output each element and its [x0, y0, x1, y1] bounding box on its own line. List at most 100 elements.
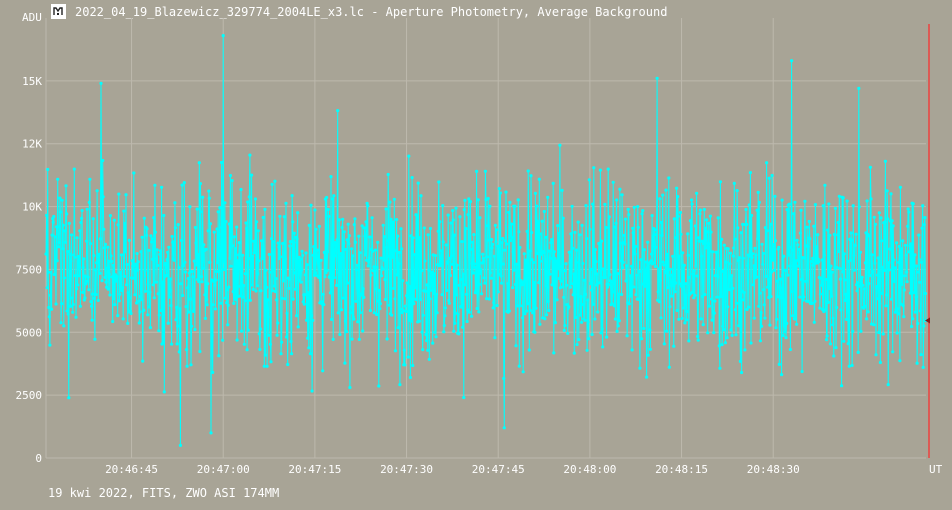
data-point: [821, 204, 825, 208]
data-point: [206, 229, 210, 233]
data-point: [254, 289, 258, 293]
data-point: [235, 225, 239, 229]
data-point: [686, 232, 690, 236]
data-point: [812, 224, 816, 228]
data-point: [502, 426, 506, 430]
x-tick-label: 20:47:15: [288, 463, 341, 476]
data-point: [366, 264, 370, 268]
data-point: [674, 236, 678, 240]
data-point: [836, 220, 840, 225]
data-point: [333, 241, 337, 245]
data-point: [225, 301, 229, 305]
data-point: [236, 259, 240, 263]
data-point: [67, 221, 71, 225]
data-point: [199, 210, 203, 214]
data-point: [295, 314, 299, 318]
data-point: [203, 293, 207, 297]
data-point: [708, 214, 713, 218]
data-point: [915, 361, 919, 365]
data-point: [879, 216, 883, 220]
data-point: [923, 291, 928, 296]
data-point: [863, 261, 868, 265]
data-point: [344, 247, 348, 252]
data-point: [172, 258, 176, 262]
data-point: [502, 376, 506, 381]
data-point: [555, 298, 559, 302]
data-point: [167, 245, 171, 249]
data-point: [637, 269, 641, 274]
data-point: [826, 228, 830, 232]
data-point: [362, 226, 366, 230]
data-point: [745, 307, 749, 312]
data-point: [518, 245, 522, 250]
data-point: [285, 311, 289, 315]
data-point: [313, 208, 317, 212]
data-point: [770, 270, 774, 274]
data-point: [397, 250, 401, 255]
data-point: [513, 204, 517, 208]
data-point: [279, 352, 283, 356]
data-point: [872, 323, 876, 327]
data-point: [598, 281, 602, 285]
data-point: [153, 183, 157, 187]
data-point: [435, 311, 439, 315]
data-point: [535, 204, 539, 208]
data-point: [706, 242, 710, 246]
data-point: [206, 282, 210, 286]
data-point: [220, 160, 224, 165]
data-point: [539, 232, 543, 236]
data-point: [760, 242, 764, 246]
data-point: [266, 298, 270, 302]
data-point: [784, 336, 788, 340]
data-point: [330, 317, 334, 321]
data-point: [752, 264, 756, 268]
data-point: [59, 321, 63, 325]
data-point: [670, 294, 674, 298]
data-point: [772, 268, 776, 272]
time-cursor[interactable]: [925, 24, 930, 458]
data-point: [728, 262, 732, 266]
data-point: [248, 298, 252, 302]
data-point: [300, 249, 304, 253]
data-point: [769, 294, 773, 299]
data-point: [479, 268, 483, 272]
data-point: [532, 280, 536, 285]
data-point: [401, 279, 405, 283]
data-point: [75, 287, 79, 291]
data-point: [443, 306, 447, 310]
data-point: [665, 252, 669, 256]
data-point: [696, 338, 700, 342]
data-point: [147, 248, 151, 252]
data-point: [381, 267, 385, 271]
data-point: [218, 269, 222, 273]
data-point: [676, 195, 680, 199]
data-point: [476, 198, 480, 202]
data-point: [182, 181, 186, 185]
data-point: [786, 273, 790, 277]
data-point: [778, 286, 782, 290]
data-point: [346, 281, 350, 285]
data-point: [168, 288, 172, 292]
data-point: [885, 189, 889, 193]
light-curve-chart[interactable]: 0 2500 5000 7500 10K 12K 15K 20:46:45 20:47:00 20…: [0, 0, 952, 486]
data-point: [364, 220, 368, 224]
data-point: [625, 334, 629, 338]
data-point: [877, 211, 881, 215]
data-point: [142, 216, 146, 220]
data-point: [662, 263, 666, 267]
data-point: [697, 239, 701, 243]
y-tick-label: 7500: [16, 263, 43, 276]
data-point: [883, 159, 888, 163]
data-point: [174, 318, 178, 322]
data-point: [246, 328, 250, 332]
data-point: [216, 210, 220, 214]
data-point: [520, 283, 524, 287]
data-point: [346, 222, 350, 226]
data-point: [915, 264, 919, 268]
data-point: [321, 292, 325, 296]
data-point: [371, 249, 375, 253]
data-point: [274, 277, 278, 281]
data-point: [743, 348, 747, 352]
data-point: [600, 239, 604, 243]
data-point: [87, 288, 91, 292]
